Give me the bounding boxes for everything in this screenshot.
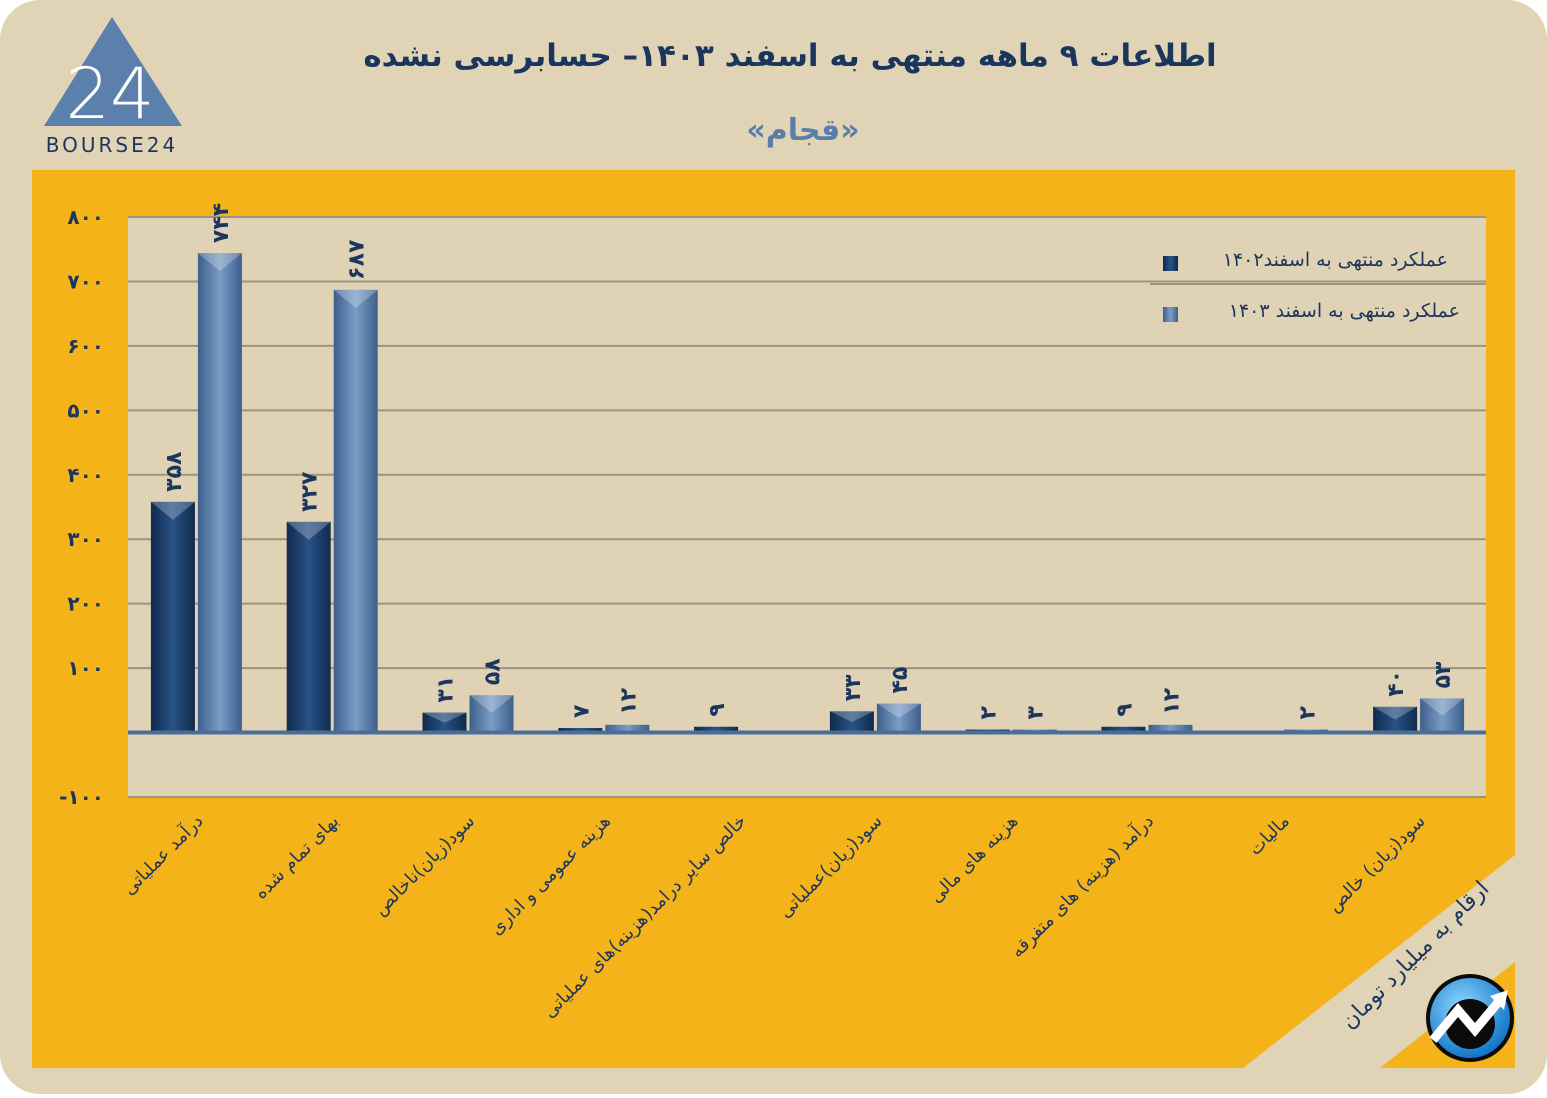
bar-highlight	[333, 289, 378, 308]
legend-item-1403: عملکرد منتهی به اسفند ۱۴۰۳	[1163, 300, 1460, 322]
bar-1403	[197, 253, 242, 733]
bar-1403	[876, 703, 921, 733]
y-tick-label: -۱۰۰	[59, 785, 104, 809]
y-tick-label: ۱۰۰	[67, 656, 104, 680]
bar-highlight	[422, 712, 467, 723]
data-label: ۴۰	[1384, 670, 1409, 697]
y-tick-label: ۳۰۰	[67, 527, 104, 551]
chart-title: اطلاعات ۹ ماهه منتهی به اسفند ۱۴۰۳– حساب…	[363, 38, 1216, 74]
legend-label-1402: عملکرد منتهی به اسفند۱۴۰۲	[1223, 249, 1448, 271]
data-label: ۱۲	[1160, 687, 1185, 714]
logo-text: BOURSE24	[46, 133, 178, 157]
data-label: ۴۵	[888, 667, 913, 694]
legend-label-1403: عملکرد منتهی به اسفند ۱۴۰۳	[1229, 300, 1460, 322]
y-tick-label: ۴۰۰	[67, 463, 104, 487]
legend-swatch-1402	[1163, 256, 1178, 271]
legend: عملکرد منتهی به اسفند۱۴۰۲ عملکرد منتهی ب…	[1150, 249, 1486, 322]
data-label: ۳۲۷	[298, 471, 323, 512]
bar-1402	[422, 712, 467, 733]
bar-1403	[1420, 698, 1465, 733]
data-label: ۲	[1295, 706, 1320, 720]
data-label: ۳	[1024, 706, 1049, 720]
bar-highlight	[1373, 706, 1418, 720]
bar-1402	[558, 728, 603, 733]
y-tick-label: ۸۰۰	[67, 205, 104, 229]
data-label: ۵۸	[481, 658, 506, 685]
data-label: ۳۵۸	[162, 451, 187, 492]
data-label: ۲	[977, 706, 1002, 720]
bar-highlight	[829, 711, 874, 722]
trend-arrow-circle-icon	[1426, 974, 1514, 1062]
bourse24-logo: 24 BOURSE24	[44, 17, 182, 157]
chart-subtitle: «قجام»	[746, 113, 859, 148]
logo-mark: 24	[65, 53, 154, 135]
bar-1403	[333, 289, 378, 733]
data-label: ۶۸۷	[345, 239, 370, 280]
bar-highlight	[469, 695, 514, 714]
data-label: ۵۳	[1431, 661, 1456, 688]
data-label: ۹	[1113, 703, 1138, 716]
legend-swatch-1403	[1163, 307, 1178, 322]
data-label: ۷۴۴	[209, 203, 234, 243]
bar-highlight	[1420, 698, 1465, 716]
data-label: ۹	[705, 703, 730, 716]
bar-1402	[1373, 706, 1418, 733]
bar-1402	[286, 521, 331, 733]
bar-1403	[605, 724, 650, 733]
data-label: ۳۳	[841, 674, 866, 701]
bar-1403	[1148, 724, 1193, 733]
bar-highlight	[150, 501, 195, 520]
bar-1402	[1101, 726, 1146, 733]
data-label: ۷	[569, 704, 594, 718]
y-tick-label: ۶۰۰	[67, 334, 104, 358]
data-label: ۱۲	[616, 687, 641, 714]
y-tick-label: ۷۰۰	[67, 269, 104, 293]
bar-1402	[694, 726, 739, 733]
bar-1403	[469, 695, 514, 733]
bar-highlight	[197, 253, 242, 272]
bar-highlight	[286, 521, 331, 540]
bar-highlight	[876, 703, 921, 719]
legend-item-1402: عملکرد منتهی به اسفند۱۴۰۲	[1163, 249, 1448, 271]
bar-1402	[829, 711, 874, 733]
y-tick-label: ۵۰۰	[67, 398, 104, 422]
data-label: ۳۱	[434, 676, 459, 703]
bar-1402	[150, 501, 195, 733]
y-tick-label: ۲۰۰	[67, 592, 104, 616]
